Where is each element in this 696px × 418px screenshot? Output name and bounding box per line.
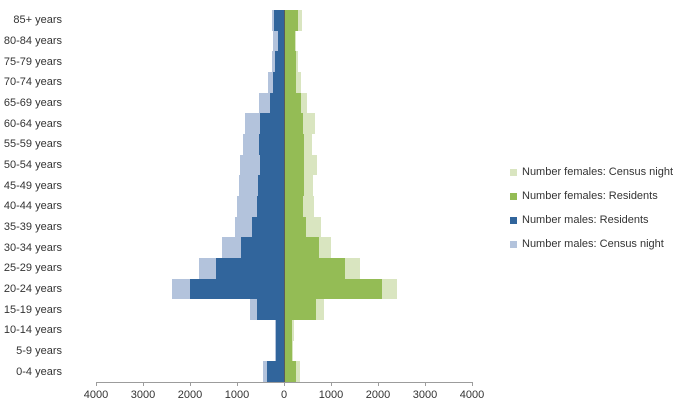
bar-female-residents-10-14 (284, 320, 293, 341)
x-axis-tick (284, 382, 285, 386)
legend-label: Number males: Census night (522, 238, 664, 250)
bar-female-residents-55-59 (284, 134, 305, 155)
bar-male-residents-0-4 (266, 361, 284, 382)
plot-area (96, 10, 472, 382)
bar-male-residents-60-64 (260, 113, 284, 134)
y-axis-label: 10-14 years (3, 324, 62, 337)
y-axis-label: 30-34 years (3, 241, 62, 254)
bar-male-residents-75-79 (275, 51, 284, 72)
legend-item: Number males: Residents (510, 208, 673, 232)
x-axis-tick (143, 382, 144, 386)
y-axis-labels: 85+ years 80-84 years 75-79 years 70-74 yea… (0, 10, 62, 382)
y-axis-label: 0-4 years (16, 365, 62, 378)
legend-swatch-icon (510, 168, 517, 176)
bar-male-residents-30-34 (240, 237, 284, 258)
legend-swatch-icon (510, 192, 517, 200)
y-axis-label: 50-54 years (3, 159, 62, 172)
bar-female-residents-50-54 (284, 154, 305, 176)
x-axis-tick-label: 2000 (177, 389, 203, 401)
x-axis-tick (425, 382, 426, 386)
y-axis-label: 80-84 years (3, 35, 62, 47)
bar-male-residents-45-49 (258, 175, 284, 196)
bar-female-residents-80-84 (284, 30, 295, 52)
y-axis-label: 25-29 years (3, 262, 62, 275)
x-axis-tick-label: 0 (280, 389, 288, 401)
bar-male-residents-50-54 (259, 154, 284, 176)
bar-male-residents-70-74 (273, 72, 284, 93)
y-axis-label: 85+ years (13, 14, 62, 27)
bar-female-residents-60-64 (284, 113, 304, 134)
bar-female-residents-35-39 (284, 216, 306, 238)
x-axis-tick-label: 4000 (459, 389, 485, 401)
x-axis-tick-label: 1000 (318, 389, 344, 401)
bar-male-residents-40-44 (257, 196, 284, 217)
bar-female-residents-75-79 (284, 51, 296, 72)
x-axis-tick (472, 382, 473, 386)
y-axis-label: 40-44 years (3, 200, 62, 213)
bar-female-residents-15-19 (284, 299, 316, 320)
y-axis-label: 65-69 years (3, 97, 62, 110)
y-axis-label: 60-64 years (3, 117, 62, 130)
bar-female-residents-25-29 (284, 258, 346, 279)
x-axis-tick-label: 4000 (83, 389, 109, 401)
bar-female-residents-45-49 (284, 175, 305, 196)
bar-female-residents-5-9 (284, 340, 293, 362)
x-axis-tick-label: 2000 (365, 389, 391, 401)
legend-item: Number females: Residents (510, 184, 673, 208)
legend-label: Number females: Residents (522, 190, 658, 202)
bar-female-residents-70-74 (284, 72, 297, 93)
legend-label: Number females: Census night (522, 166, 674, 178)
x-axis-tick (331, 382, 332, 386)
bar-male-residents-5-9 (276, 340, 284, 362)
y-axis-label: 75-79 years (3, 55, 62, 68)
bar-female-residents-85+ (284, 10, 299, 31)
center-axis-line (283, 10, 285, 382)
legend-item: Number females: Census night (510, 160, 673, 184)
legend-item: Number males: Census night (510, 232, 673, 256)
bar-male-residents-25-29 (216, 258, 284, 279)
y-axis-label: 35-39 years (3, 221, 62, 234)
bar-male-residents-55-59 (259, 134, 284, 155)
bar-female-residents-30-34 (284, 237, 320, 258)
bar-male-residents-85+ (274, 10, 284, 31)
legend-swatch-icon (510, 240, 517, 248)
legend-swatch-icon (510, 216, 517, 224)
x-axis-tick (378, 382, 379, 386)
x-axis-tick-label: 3000 (412, 389, 438, 401)
legend-label: Number males: Residents (522, 214, 649, 226)
bar-male-residents-35-39 (251, 216, 284, 238)
x-axis-tick (237, 382, 238, 386)
bar-male-residents-65-69 (269, 92, 284, 114)
bar-female-residents-20-24 (284, 278, 382, 300)
bar-female-residents-40-44 (284, 196, 303, 217)
y-axis-label: 45-49 years (3, 179, 62, 192)
y-axis-label: 15-19 years (3, 303, 62, 316)
legend: Number females: Census night Number femal… (510, 160, 673, 256)
bar-male-residents-15-19 (257, 299, 284, 320)
y-axis-label: 55-59 years (3, 138, 62, 151)
y-axis-label: 70-74 years (3, 76, 62, 89)
bar-male-residents-80-84 (277, 30, 284, 52)
x-axis-tick-label: 1000 (224, 389, 250, 401)
bar-male-residents-20-24 (189, 278, 284, 300)
y-axis-label: 20-24 years (3, 283, 62, 296)
x-axis-tick-label: 3000 (130, 389, 156, 401)
bar-male-residents-10-14 (276, 320, 284, 341)
x-axis-tick (96, 382, 97, 386)
bar-female-residents-0-4 (284, 361, 296, 382)
bar-female-residents-65-69 (284, 92, 302, 114)
x-axis-tick (190, 382, 191, 386)
y-axis-label: 5-9 years (16, 345, 62, 358)
